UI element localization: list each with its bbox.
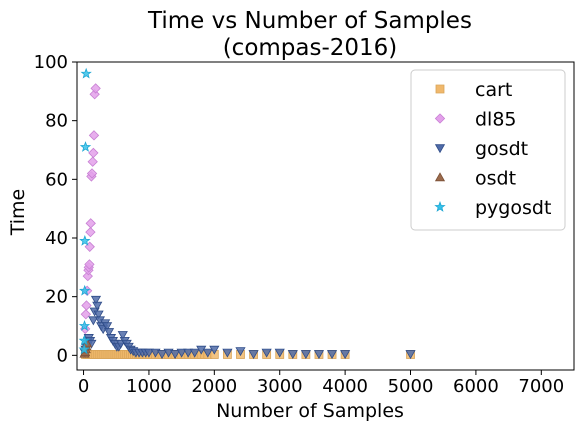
data-point-pygosdt xyxy=(80,67,92,79)
data-point-gosdt xyxy=(202,348,213,358)
data-point-pygosdt xyxy=(78,343,90,355)
data-point-dl85 xyxy=(88,147,99,159)
data-point-dl85 xyxy=(86,168,98,179)
y-tick-label: 80 xyxy=(45,111,68,132)
x-tick-label: 0 xyxy=(78,376,89,397)
legend-item-cart: cart xyxy=(435,79,512,101)
x-tick-label: 1000 xyxy=(126,376,172,397)
data-point-dl85 xyxy=(80,309,91,320)
data-point-dl85 xyxy=(82,270,93,282)
legend-label-osdt: osdt xyxy=(475,168,516,190)
data-point-gosdt xyxy=(274,348,285,358)
legend-marker-pygosdt xyxy=(434,201,446,212)
data-point-gosdt xyxy=(209,345,220,355)
data-point-dl85 xyxy=(85,218,96,229)
data-point-gosdt xyxy=(313,350,325,360)
data-point-dl85 xyxy=(81,300,92,311)
data-point-gosdt xyxy=(176,348,187,358)
legend-item-dl85: dl85 xyxy=(434,109,517,131)
data-point-gosdt xyxy=(183,348,194,358)
data-point-gosdt xyxy=(300,350,311,360)
data-point-pygosdt xyxy=(78,334,90,346)
data-point-gosdt xyxy=(92,301,103,311)
data-point-gosdt xyxy=(287,350,298,360)
legend-item-gosdt: gosdt xyxy=(434,138,528,160)
data-point-gosdt xyxy=(101,322,113,332)
legend-marker-gosdt xyxy=(434,144,446,154)
x-tick-label: 6000 xyxy=(453,376,499,397)
legend-label-dl85: dl85 xyxy=(475,109,517,131)
plot-area xyxy=(78,67,416,360)
data-point-dl85 xyxy=(85,226,96,238)
legend-box xyxy=(410,69,566,231)
legend-label-cart: cart xyxy=(475,79,512,101)
data-point-gosdt xyxy=(103,328,115,338)
legend: cart dl85 gosdt osdt pygosdt xyxy=(410,69,566,231)
data-point-dl85 xyxy=(90,83,101,94)
chart-title-line-1: Time vs Number of Samples xyxy=(147,8,472,34)
data-point-gosdt xyxy=(326,350,338,360)
data-point-gosdt xyxy=(196,345,207,355)
y-tick-label: 20 xyxy=(45,287,68,308)
data-point-gosdt xyxy=(261,348,272,358)
series-pygosdt xyxy=(78,67,92,355)
y-tick-label: 60 xyxy=(45,169,68,190)
data-point-gosdt xyxy=(88,316,99,326)
data-point-dl85 xyxy=(87,156,98,167)
legend-marker-osdt xyxy=(434,172,446,182)
y-tick-label: 40 xyxy=(45,228,68,249)
x-tick-label: 4000 xyxy=(322,376,368,397)
legend-label-pygosdt: pygosdt xyxy=(475,197,551,219)
legend-marker-dl85 xyxy=(434,113,446,124)
chart-title: Time vs Number of Samples (compas-2016) xyxy=(147,8,472,61)
y-axis-title: Time xyxy=(7,189,29,237)
data-point-pygosdt xyxy=(79,234,91,246)
data-point-gosdt xyxy=(143,348,155,358)
x-tick-label: 2000 xyxy=(191,376,237,397)
data-point-gosdt xyxy=(170,350,181,360)
x-tick-label: 7000 xyxy=(518,376,564,397)
data-point-gosdt xyxy=(235,347,246,357)
data-point-gosdt xyxy=(90,295,102,305)
x-tick-label: 3000 xyxy=(257,376,303,397)
data-point-pygosdt xyxy=(79,141,92,152)
x-tick-label: 5000 xyxy=(388,376,434,397)
data-point-dl85 xyxy=(84,259,95,270)
legend-item-pygosdt: pygosdt xyxy=(434,197,551,219)
series-gosdt xyxy=(79,295,416,360)
y-tick-label: 100 xyxy=(34,52,68,73)
data-point-gosdt xyxy=(405,350,416,360)
data-point-dl85 xyxy=(88,130,100,141)
legend-label-gosdt: gosdt xyxy=(475,138,528,160)
plot-frame xyxy=(76,61,575,371)
data-point-pygosdt xyxy=(78,320,91,331)
data-point-gosdt xyxy=(222,348,233,358)
x-axis-title: Number of Samples xyxy=(216,400,404,422)
data-point-gosdt xyxy=(248,350,259,360)
y-tick-label: 0 xyxy=(57,345,68,366)
data-point-pygosdt xyxy=(79,284,91,296)
legend-marker-cart xyxy=(435,84,445,94)
data-point-gosdt xyxy=(93,310,104,320)
legend-item-osdt: osdt xyxy=(434,168,516,190)
data-point-gosdt xyxy=(189,348,200,358)
data-point-gosdt xyxy=(156,350,168,360)
data-point-gosdt xyxy=(340,350,351,360)
chart-title-line-2: (compas-2016) xyxy=(223,35,398,61)
axes: 0 1000 2000 3000 4000 5000 6000 7000 0 20 40 60 80 10… xyxy=(34,52,575,397)
data-point-gosdt xyxy=(117,331,128,341)
